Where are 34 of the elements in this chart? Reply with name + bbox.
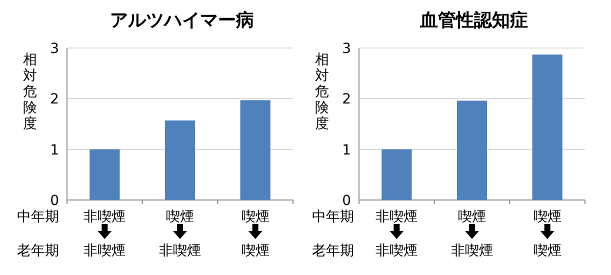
bar: [240, 100, 270, 200]
x-tick-label: 喫煙: [241, 209, 270, 225]
text: 非喫煙: [376, 243, 418, 259]
chart-title: 血管性認知症: [419, 10, 528, 31]
text: 老年期: [312, 243, 354, 259]
x-tick-label: 喫煙: [458, 209, 486, 225]
x-tick-label: 喫煙: [166, 209, 194, 225]
x-tick-label: 喫煙: [533, 209, 562, 225]
text: 中年期: [312, 209, 354, 225]
y-tick-label: 1: [50, 142, 59, 158]
y-tick-label: 0: [50, 193, 59, 209]
x-tick-label: 非喫煙: [376, 209, 418, 225]
bar: [532, 54, 562, 200]
bar: [382, 149, 412, 200]
x-tick-label: 非喫煙: [84, 209, 126, 225]
y-tick-label: 1: [342, 142, 351, 158]
text: 喫煙: [241, 243, 270, 259]
text: 中年期: [17, 209, 59, 225]
y-tick-label: 3: [50, 41, 59, 57]
text: 老年期: [17, 243, 59, 259]
y-axis-title: 相対危険度: [23, 52, 37, 132]
bar: [164, 120, 196, 200]
bar: [456, 100, 488, 200]
y-tick-label: 0: [342, 193, 351, 209]
y-tick-label: 3: [342, 41, 351, 57]
y-tick-label: 2: [342, 92, 351, 108]
chart-title: アルツハイマー病: [110, 10, 254, 31]
text: 喫煙: [533, 243, 562, 259]
y-tick-label: 2: [50, 92, 59, 108]
text: 非喫煙: [159, 243, 201, 259]
y-axis-title: 相対危険度: [315, 52, 329, 132]
text: 非喫煙: [451, 243, 493, 259]
text: 非喫煙: [84, 243, 126, 259]
bar: [90, 149, 120, 200]
